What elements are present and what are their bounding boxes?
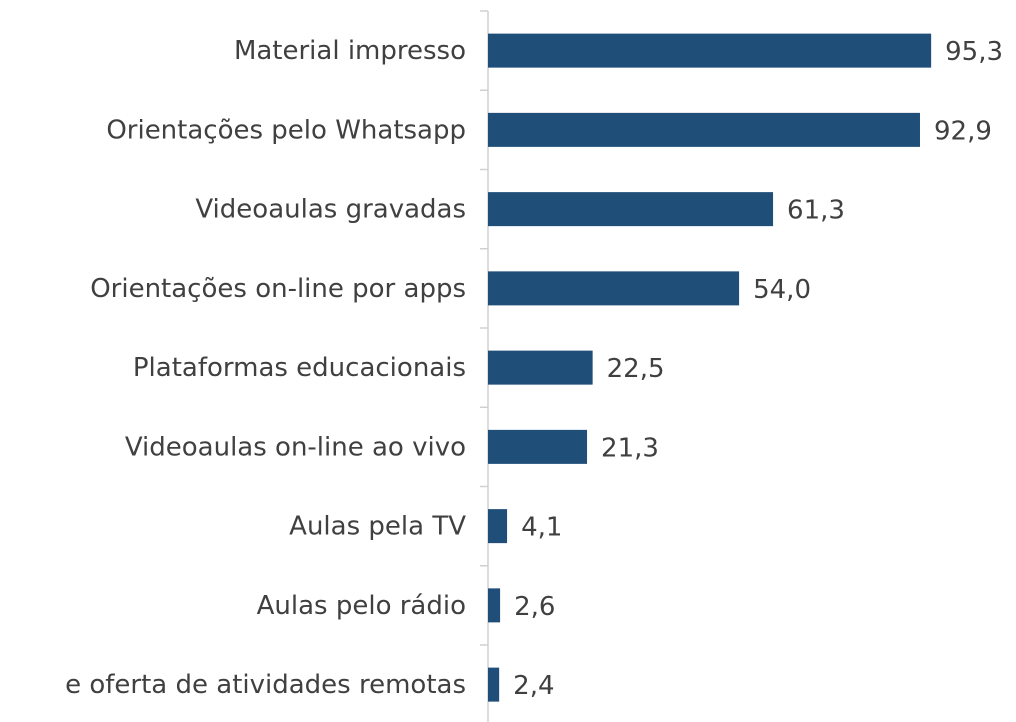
value-label: 95,3 (945, 37, 1003, 67)
y-tick-label: Videoaulas gravadas (195, 195, 466, 225)
value-label: 2,4 (513, 671, 554, 701)
y-tick-label: Material impresso (234, 36, 466, 66)
value-label: 22,5 (607, 354, 665, 384)
bar (488, 271, 740, 306)
bar (488, 112, 920, 147)
bar (488, 33, 932, 68)
bar (488, 667, 500, 702)
value-label: 54,0 (753, 275, 811, 305)
value-label: 61,3 (787, 196, 845, 226)
y-tick-label: Aulas pela TV (289, 512, 466, 542)
value-label: 2,6 (514, 592, 555, 622)
y-tick-label: Plataformas educacionais (133, 353, 466, 383)
y-tick-label: Videoaulas on-line ao vivo (125, 432, 466, 462)
bar (488, 350, 593, 385)
bar (488, 509, 508, 544)
value-label: 92,9 (934, 116, 992, 146)
bar (488, 588, 501, 623)
value-label: 4,1 (521, 513, 562, 543)
y-tick-label: Orientações pelo Whatsapp (106, 115, 466, 145)
bar (488, 192, 774, 227)
y-tick-label: Orientações on-line por apps (90, 274, 466, 304)
bar (488, 429, 588, 464)
y-tick-label: e oferta de atividades remotas (65, 670, 466, 700)
y-tick-label: Aulas pelo rádio (257, 591, 466, 621)
value-label: 21,3 (601, 433, 659, 463)
